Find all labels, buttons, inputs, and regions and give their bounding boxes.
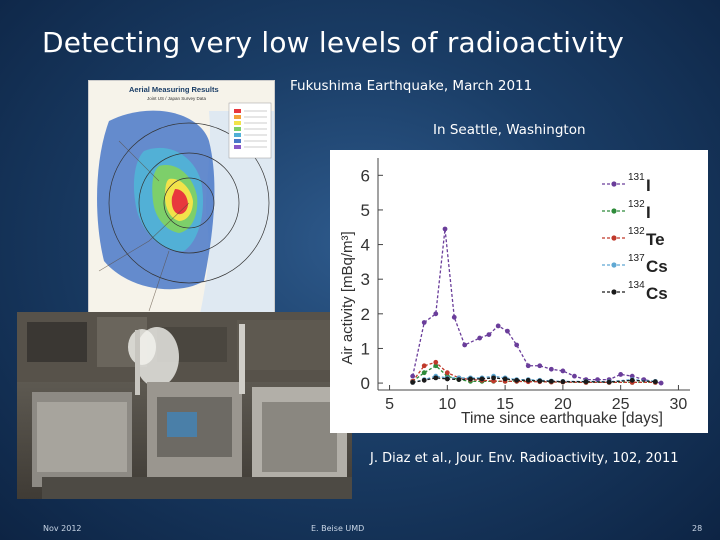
map-title: Aerial Measuring Results <box>129 85 219 94</box>
data-point <box>442 226 448 232</box>
y-tick-label: 0 <box>361 374 370 393</box>
data-point <box>618 372 624 377</box>
series-134Cs <box>410 375 658 385</box>
data-point <box>491 375 496 381</box>
data-point <box>468 376 473 382</box>
x-tick-label: 10 <box>438 396 456 413</box>
data-point <box>572 373 577 379</box>
legend-element: Te <box>646 230 665 249</box>
data-point <box>514 377 520 383</box>
data-point <box>502 376 508 382</box>
data-point <box>560 368 566 374</box>
x-tick-label: 30 <box>670 396 688 413</box>
y-tick-label: 3 <box>361 270 370 289</box>
y-tick-label: 6 <box>361 166 370 185</box>
x-tick-label: 25 <box>612 396 630 413</box>
y-tick-label: 5 <box>361 201 370 220</box>
legend-swatch-marker <box>611 262 617 268</box>
air-activity-chart: 0 1 2 3 4 5 6 5 10 15 20 25 30 131 I 132 I 132 Te 137 Cs 134… <box>330 150 708 433</box>
data-point <box>433 363 439 369</box>
legend-mass-number: 131 <box>628 172 645 183</box>
legend-entry: 132 I <box>602 199 651 222</box>
series-131I <box>410 226 664 386</box>
data-point <box>525 363 531 369</box>
data-point <box>451 314 457 320</box>
data-point <box>433 311 439 317</box>
data-point <box>560 379 566 385</box>
data-point <box>486 332 492 337</box>
legend-mass-number: 134 <box>628 280 645 291</box>
data-point <box>444 370 450 376</box>
y-tick-label: 2 <box>361 305 370 324</box>
x-tick-label: 15 <box>496 396 514 413</box>
reference-citation: J. Diaz et al., Jour. Env. Radioactivity… <box>370 451 679 466</box>
legend-swatch-marker <box>611 181 617 187</box>
data-point <box>421 377 427 383</box>
legend-element: I <box>646 176 651 195</box>
y-tick-label: 1 <box>361 339 370 358</box>
legend-entry: 134 Cs <box>602 280 668 303</box>
x-tick-label: 5 <box>385 396 394 413</box>
legend-entry: 132 Te <box>602 226 665 249</box>
data-point <box>583 379 589 385</box>
data-point <box>456 377 462 383</box>
data-point <box>595 377 600 383</box>
series-line <box>412 228 662 384</box>
x-axis-label: Time since earthquake [days] <box>461 410 663 427</box>
data-point <box>548 378 554 384</box>
footer-date: Nov 2012 <box>43 524 82 533</box>
data-point <box>410 379 416 385</box>
data-point <box>444 376 450 382</box>
data-point <box>548 366 554 372</box>
slide-title: Detecting very low levels of radioactivi… <box>42 26 624 59</box>
data-point <box>514 342 520 348</box>
y-tick-label: 4 <box>361 236 370 255</box>
legend-entry: 137 Cs <box>602 253 668 276</box>
series-line <box>412 377 656 384</box>
data-point <box>421 320 427 325</box>
y-axis-label: Air activity [mBq/m³] <box>339 231 356 364</box>
data-point <box>525 377 531 383</box>
x-tick-label: 20 <box>554 396 572 413</box>
legend-swatch-marker <box>611 235 617 241</box>
data-point <box>410 373 416 379</box>
data-point <box>433 359 439 365</box>
reactor-photo <box>17 312 352 499</box>
legend-element: Cs <box>646 257 668 276</box>
data-point <box>433 375 439 381</box>
data-point <box>537 378 543 384</box>
legend-mass-number: 132 <box>628 199 645 210</box>
map-subtitle: Joint US / Japan Survey Data <box>147 96 207 101</box>
data-point <box>652 379 658 385</box>
legend-mass-number: 132 <box>628 226 645 237</box>
data-point <box>479 376 485 382</box>
legend-swatch-marker <box>611 208 617 214</box>
caption-fukushima: Fukushima Earthquake, March 2011 <box>290 78 533 94</box>
aerial-map-graphic: Aerial Measuring Results Joint US / Japa… <box>89 81 274 319</box>
data-point <box>537 363 543 369</box>
legend-swatch-marker <box>611 289 617 295</box>
data-point <box>421 363 427 369</box>
footer-author: E. Beise UMD <box>311 524 365 533</box>
data-point <box>658 380 664 386</box>
data-point <box>421 370 427 376</box>
reactor-photo-graphic <box>17 312 352 499</box>
legend-mass-number: 137 <box>628 253 645 264</box>
footer-page-number: 28 <box>692 524 703 533</box>
legend-element: Cs <box>646 284 668 303</box>
legend-element: I <box>646 203 651 222</box>
data-point <box>462 342 468 348</box>
data-point <box>629 373 635 379</box>
data-point <box>505 328 510 334</box>
data-point <box>629 377 635 383</box>
caption-seattle: In Seattle, Washington <box>433 122 586 138</box>
aerial-map-image: Aerial Measuring Results Joint US / Japa… <box>88 80 275 320</box>
data-point <box>477 335 483 341</box>
data-point <box>495 323 501 329</box>
legend-entry: 131 I <box>602 172 651 195</box>
data-point <box>606 379 612 385</box>
